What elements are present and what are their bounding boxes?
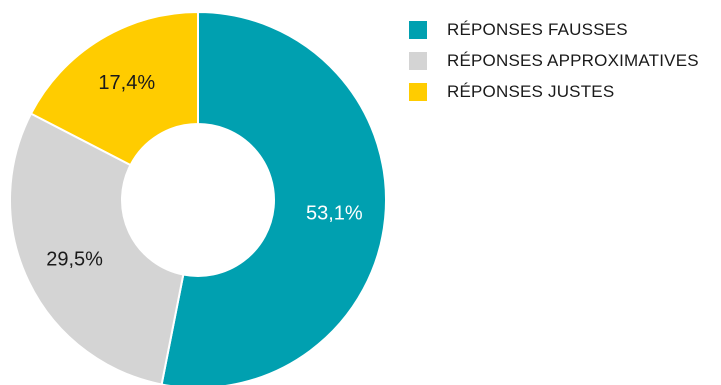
- donut-svg: 53,1% 29,5% 17,4%: [9, 10, 387, 385]
- legend-item-fausses: RÉPONSES FAUSSES: [409, 14, 699, 45]
- legend-item-approximatives: RÉPONSES APPROXIMATIVES: [409, 45, 699, 76]
- data-label-approximatives: 29,5%: [46, 248, 103, 270]
- legend-swatch-approximatives: [409, 51, 427, 70]
- slice-fausses: [160, 10, 387, 385]
- data-label-justes: 17,4%: [98, 72, 155, 94]
- legend-item-justes: RÉPONSES JUSTES: [409, 76, 699, 107]
- legend-label-fausses: RÉPONSES FAUSSES: [447, 19, 628, 39]
- legend-swatch-fausses: [409, 20, 427, 39]
- chart-legend: RÉPONSES FAUSSES RÉPONSES APPROXIMATIVES…: [409, 14, 699, 107]
- data-label-fausses: 53,1%: [306, 202, 363, 224]
- slice-approximatives: [9, 112, 185, 385]
- legend-label-approximatives: RÉPONSES APPROXIMATIVES: [447, 50, 699, 70]
- legend-swatch-justes: [409, 82, 427, 101]
- slice-justes: [29, 10, 199, 167]
- legend-label-justes: RÉPONSES JUSTES: [447, 81, 615, 101]
